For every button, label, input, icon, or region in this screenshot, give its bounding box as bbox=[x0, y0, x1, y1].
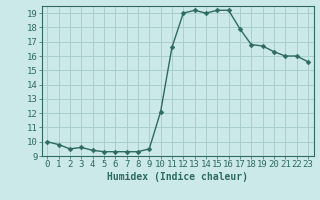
X-axis label: Humidex (Indice chaleur): Humidex (Indice chaleur) bbox=[107, 172, 248, 182]
